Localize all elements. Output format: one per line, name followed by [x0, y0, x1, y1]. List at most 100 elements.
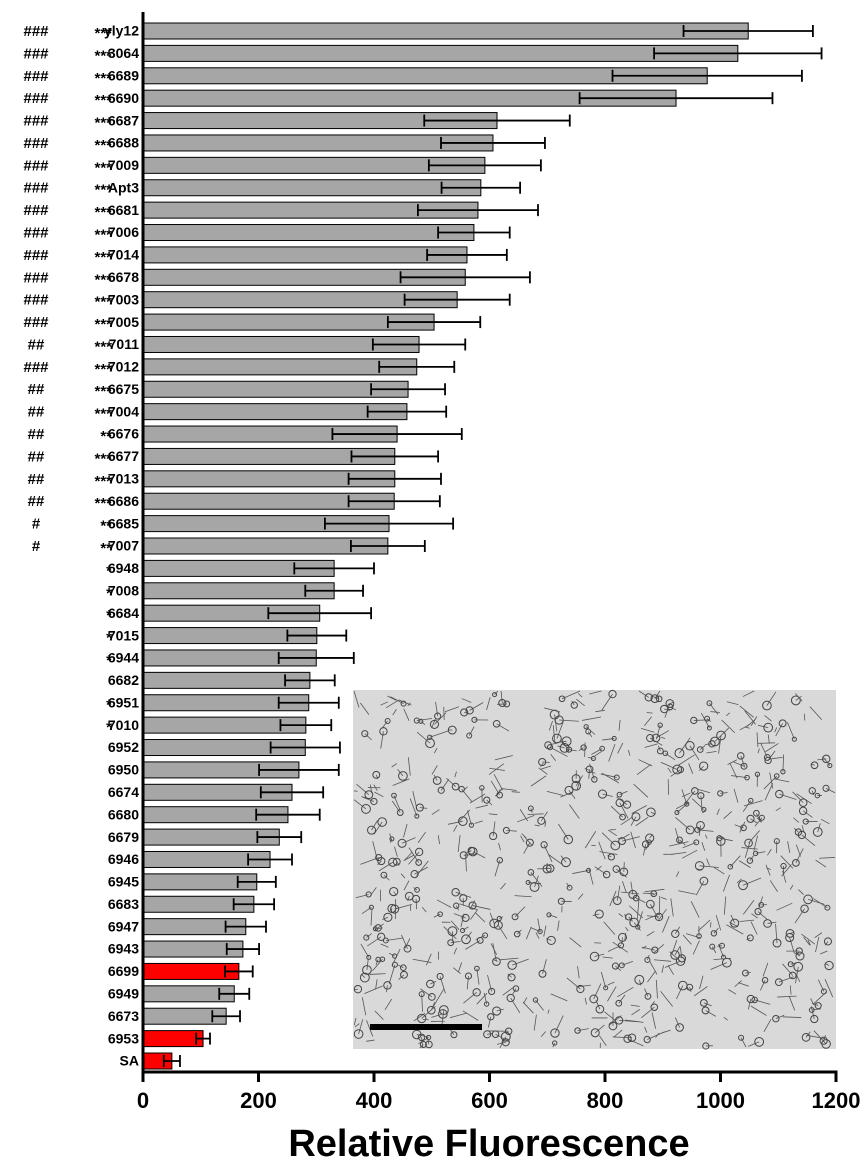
error-bar [366, 405, 448, 418]
cell-process [460, 913, 465, 927]
cell-process [775, 923, 778, 944]
cell-process [492, 943, 497, 962]
cell-process [443, 926, 457, 940]
cell-body [552, 1040, 558, 1046]
cell-process [736, 878, 742, 884]
cell-body [795, 951, 805, 961]
cell-body [479, 785, 485, 791]
cell-process [689, 987, 692, 992]
cell-body [617, 932, 627, 942]
category-label: 6681 [108, 202, 139, 218]
cell-body [459, 851, 468, 860]
cell-process [716, 808, 720, 815]
cell-body [603, 985, 609, 991]
cell-process [530, 775, 547, 787]
cell-body [447, 939, 455, 947]
cell-process [594, 866, 607, 875]
cell-process [469, 900, 476, 910]
cell-process [488, 1016, 492, 1028]
cell-process [449, 1012, 468, 1019]
cell-process [624, 913, 627, 920]
error-bar [653, 47, 823, 60]
cell-process [775, 723, 784, 737]
cell-body [814, 1002, 822, 1010]
x-tick-label: 0 [137, 1088, 149, 1113]
category-label: 3064 [108, 45, 139, 61]
error-bar [324, 517, 455, 530]
cell-body [778, 719, 787, 728]
cell-body [696, 746, 704, 753]
cell-process [546, 790, 564, 796]
cell-process [670, 898, 674, 917]
cell-body [361, 804, 371, 814]
cell-process [794, 908, 805, 924]
cell-process [540, 762, 544, 767]
error-bar [347, 495, 441, 508]
cell-body [367, 825, 377, 835]
cell-process [698, 765, 704, 771]
cell-body [701, 806, 707, 813]
cell-body [773, 773, 780, 779]
cell-process [465, 853, 467, 872]
cell-body [772, 938, 782, 948]
cell-body [610, 840, 621, 851]
cell-process [463, 991, 477, 1004]
cell-body [646, 734, 655, 743]
cell-body [611, 962, 620, 970]
cell-process [602, 793, 613, 797]
hash-significance: ### [23, 202, 49, 219]
cell-body [550, 1028, 560, 1038]
cell-body [467, 846, 476, 855]
cell-body [612, 896, 622, 905]
star-significance: *** [94, 182, 112, 199]
cell-process [718, 735, 722, 754]
cell-body [693, 839, 700, 846]
error-bar [259, 786, 325, 799]
category-label: 7015 [108, 627, 139, 643]
cell-process [618, 994, 626, 1004]
cell-body [764, 756, 772, 765]
cell-process [420, 721, 426, 726]
cell-process [809, 706, 823, 721]
cell-body [788, 971, 797, 980]
cell-process [453, 967, 461, 975]
star-significance: ** [100, 540, 112, 557]
cell-process [394, 846, 398, 857]
cell-process [823, 1035, 826, 1041]
cell-body [595, 1004, 605, 1014]
cell-body [643, 1035, 651, 1044]
cell-process [742, 690, 755, 697]
cell-process [612, 941, 629, 953]
hash-significance: ### [23, 157, 49, 174]
cell-body [810, 761, 819, 770]
cell-process [595, 999, 601, 1010]
cell-body [489, 918, 499, 929]
cell-process [777, 995, 797, 998]
cell-process [765, 864, 771, 876]
cell-body [380, 871, 388, 879]
cell-process [613, 1029, 623, 1038]
cell-process [370, 908, 373, 926]
cell-body [631, 812, 641, 822]
category-label: 6699 [108, 963, 139, 979]
cell-process [369, 973, 386, 975]
x-tick-label: 800 [587, 1088, 624, 1113]
cell-body [665, 699, 675, 709]
cell-process [703, 1002, 712, 1007]
cell-process [353, 799, 367, 810]
hash-significance: ## [28, 426, 45, 443]
star-significance: *** [94, 204, 112, 221]
cell-process [387, 695, 397, 701]
cell-process [488, 813, 498, 816]
cell-body [619, 813, 626, 821]
cell-body [762, 700, 772, 711]
cell-process [389, 833, 392, 840]
cell-process [655, 730, 670, 739]
cell-body [413, 717, 420, 724]
x-tick-label: 1000 [696, 1088, 745, 1113]
cell-process [738, 982, 749, 987]
cell-process [470, 909, 478, 920]
cell-body [585, 728, 592, 735]
cell-body [512, 985, 520, 992]
error-bar [350, 450, 440, 463]
